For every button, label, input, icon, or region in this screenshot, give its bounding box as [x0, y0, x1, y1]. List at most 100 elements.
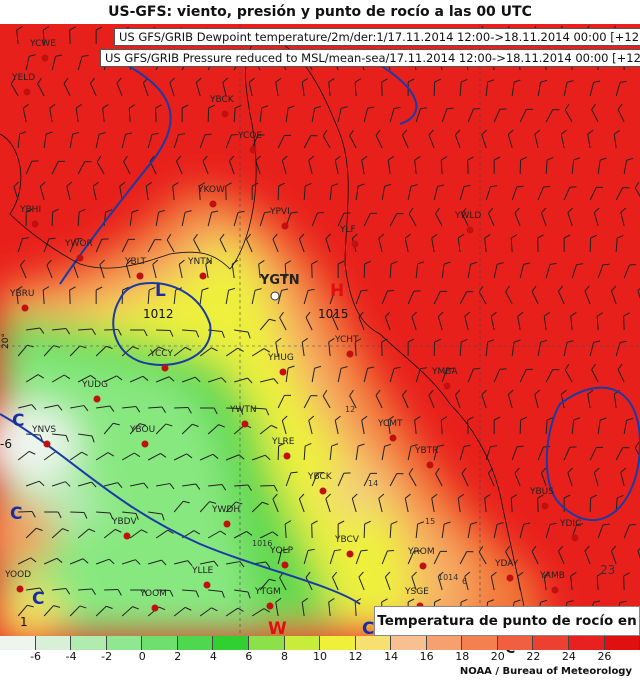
station[interactable]: YBHI [19, 205, 41, 228]
station[interactable]: YNVS [31, 425, 56, 448]
wind-barb [279, 311, 287, 331]
wind-barb [558, 285, 565, 305]
station[interactable]: YTGM [254, 587, 281, 610]
wind-barb [51, 374, 71, 383]
wind-barb [440, 416, 448, 435]
station[interactable]: YBCK [209, 95, 235, 118]
wind-barb [166, 234, 175, 253]
station[interactable]: YBTR [414, 446, 438, 469]
wind-barb [433, 184, 445, 201]
station[interactable]: YDIC [559, 519, 581, 542]
wind-barb [378, 233, 385, 253]
wind-barb [281, 415, 288, 435]
wind-barb [200, 560, 219, 567]
wind-barb [234, 329, 251, 339]
wind-barb [441, 107, 454, 123]
wind-barb [389, 520, 398, 539]
wind-barb [104, 589, 122, 596]
wind-barb [543, 571, 551, 591]
wind-barb [99, 259, 105, 279]
wind-barb [25, 527, 43, 539]
station[interactable]: YWTN [229, 405, 257, 428]
wind-barb [519, 156, 527, 175]
wind-barb [77, 528, 96, 539]
wind-barb [252, 407, 270, 416]
wind-barb [130, 329, 148, 337]
wind-barb [461, 207, 469, 227]
station-markers: YCWE YELD YBCK YCOE YKOW YPVI YWLD YBHI YWOR YBLT… [4, 39, 581, 612]
wind-barb [102, 104, 109, 123]
station[interactable]: YOOD [4, 570, 31, 593]
station[interactable]: YBOU [129, 425, 155, 448]
wind-barb [433, 338, 441, 357]
station[interactable]: YBCV [334, 535, 360, 558]
station[interactable]: YLLE [191, 566, 214, 589]
station[interactable]: YKOW [197, 185, 225, 208]
station[interactable]: YBLT [124, 257, 146, 280]
wind-barb [199, 453, 219, 461]
pressure-center: C [10, 504, 22, 524]
wind-barb [361, 415, 368, 435]
station[interactable]: YAMB [539, 571, 565, 594]
wind-barb [493, 368, 507, 383]
station[interactable]: YWLD [454, 211, 481, 234]
wind-barb [485, 79, 495, 97]
station[interactable]: YBUS [529, 487, 554, 510]
station[interactable]: YDAY [494, 559, 519, 582]
station[interactable]: YBCK [307, 472, 333, 495]
wind-barb [69, 605, 87, 617]
station[interactable]: YHUG [267, 353, 294, 376]
wind-barb [355, 183, 365, 201]
wind-barb [195, 77, 202, 97]
pressure-letter: C [12, 411, 24, 431]
wind-barb [464, 311, 471, 331]
station[interactable]: YCOE [237, 131, 262, 154]
station[interactable]: YELD [11, 73, 35, 96]
station[interactable]: YLF [339, 225, 359, 248]
station[interactable]: YOOM [139, 589, 167, 612]
wind-barb [125, 259, 132, 279]
station[interactable]: YCHT [334, 335, 359, 358]
wind-barb [514, 207, 521, 227]
wind-barb [44, 404, 63, 411]
dewpoint-map[interactable]: YCWE YELD YBCK YCOE YKOW YPVI YWLD YBHI YWOR YBLT… [0, 24, 640, 636]
colorbar-swatch [106, 636, 143, 650]
station[interactable]: YMBA [431, 367, 458, 390]
station[interactable]: YCCY [149, 349, 173, 372]
wind-barb [103, 422, 120, 435]
station[interactable]: YBRU [9, 289, 35, 312]
wind-barb [173, 606, 192, 617]
wind-barb [285, 365, 295, 383]
station[interactable]: YPVI [269, 207, 290, 230]
station[interactable]: YWDH [211, 505, 240, 528]
station[interactable]: YCMT [377, 419, 403, 442]
wind-barb [43, 237, 56, 253]
station[interactable]: YUDG [81, 380, 108, 403]
wind-barb [407, 444, 418, 461]
wind-barb [358, 311, 365, 331]
wind-barb [485, 339, 495, 357]
contour-label: 23 [600, 563, 615, 577]
station[interactable]: YWOR [64, 239, 93, 262]
station[interactable]: YCWE [29, 39, 56, 62]
wind-barb [95, 452, 115, 461]
station[interactable]: YLRE [271, 437, 295, 460]
wind-barb [259, 578, 276, 591]
wind-barb [219, 233, 227, 253]
wind-barb [207, 210, 219, 227]
wind-barb [308, 415, 315, 435]
station-label: YBOU [129, 425, 155, 435]
wind-barb [181, 423, 199, 435]
station[interactable]: YROM [407, 547, 435, 570]
wind-barb [414, 416, 421, 435]
wind-barb [311, 260, 318, 279]
wind-barb [78, 328, 96, 336]
station[interactable]: YQLP [269, 546, 294, 569]
wind-barb [389, 473, 404, 487]
station[interactable]: YGTN [259, 273, 300, 301]
station[interactable]: YNTN [187, 257, 212, 280]
station[interactable]: YBDV [111, 517, 137, 540]
wind-barb [174, 407, 192, 414]
wind-barb [493, 156, 501, 174]
wind-barb [567, 467, 573, 487]
